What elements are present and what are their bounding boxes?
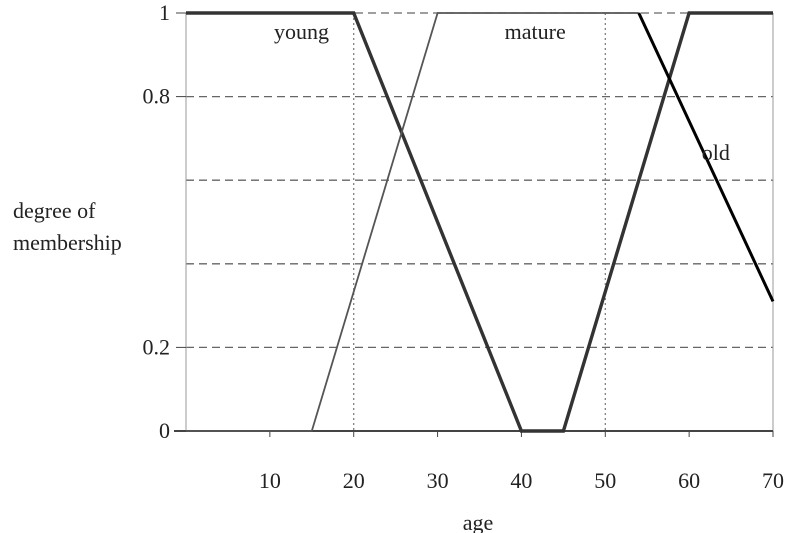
y-tick-label: 0.2 — [143, 334, 171, 359]
x-tick-label: 60 — [678, 468, 700, 493]
y-axis-label-line-2: membership — [13, 230, 122, 255]
x-tick-label: 40 — [510, 468, 532, 493]
x-tick-label: 70 — [762, 468, 784, 493]
grid-layer — [186, 12, 773, 431]
x-tick-label: 50 — [594, 468, 616, 493]
series-label-young: young — [274, 19, 329, 44]
x-tick-label: 10 — [259, 468, 281, 493]
y-tick-label: 1 — [159, 0, 170, 25]
y-axis-label-line-1: degree of — [13, 198, 96, 223]
x-tick-label: 30 — [427, 468, 449, 493]
x-axis-label: age — [463, 510, 494, 533]
series-line-mature — [186, 12, 639, 432]
series-label-old: old — [702, 140, 730, 165]
series-layer — [186, 11, 775, 433]
series-line-old — [637, 12, 775, 303]
y-tick-label: 0.8 — [143, 84, 171, 109]
y-tick-label: 0 — [159, 418, 170, 443]
text-layer: 10 20 30 40 50 60 70 0 0.2 0.8 1 young mature old — [143, 0, 785, 493]
series-label-mature: mature — [505, 19, 566, 44]
axis-layer — [174, 12, 774, 437]
series-line-young — [186, 11, 773, 433]
x-tick-label: 20 — [343, 468, 365, 493]
